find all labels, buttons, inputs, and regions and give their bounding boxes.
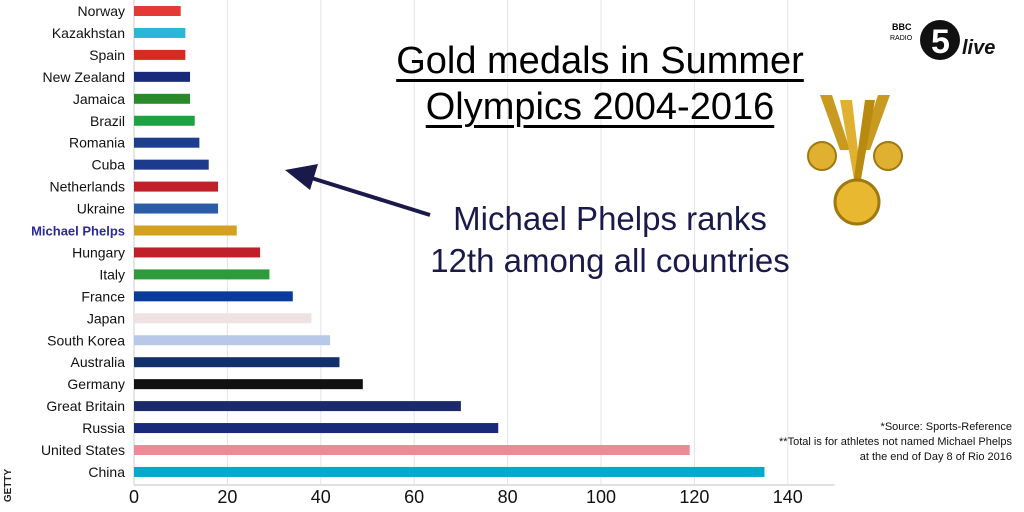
source-note: *Source: Sports-Reference **Total is for… [779,420,1012,465]
category-label: Norway [78,3,125,19]
category-label: Japan [87,310,125,326]
bar-australia [134,357,340,368]
svg-text:live: live [962,37,995,59]
bar-kazakhstan [134,27,186,38]
category-label: Brazil [90,113,125,129]
bar-new-zealand [134,71,191,82]
svg-text:5: 5 [931,23,950,61]
svg-text:RADIO: RADIO [890,35,913,42]
x-tick-label: 40 [311,487,331,507]
bar-romania [134,137,200,148]
bar-ukraine [134,203,219,214]
bar-china [134,466,765,477]
category-label: Australia [71,354,126,370]
bar-great-britain [134,401,461,412]
category-label: Spain [89,47,125,63]
category-label: Hungary [72,244,125,260]
category-label: Italy [99,266,125,282]
title-line-1: Gold medals in Summer [396,40,804,82]
bar-south-korea [134,335,331,346]
category-label: Cuba [92,157,126,173]
svg-text:BBC: BBC [892,22,912,32]
arrow-head-icon [285,164,318,190]
category-label: Michael Phelps [31,224,125,239]
category-label: Kazakhstan [52,25,125,41]
category-label: France [81,288,125,304]
bar-brazil [134,115,195,126]
x-tick-label: 0 [129,487,139,507]
bar-cuba [134,159,209,170]
category-label: New Zealand [43,69,126,85]
x-tick-label: 60 [404,487,424,507]
bar-spain [134,49,186,60]
x-tick-label: 80 [498,487,518,507]
bar-germany [134,379,363,390]
bar-japan [134,313,312,324]
bar-netherlands [134,181,219,192]
photo-credit: GETTY [3,468,15,503]
source-line-1: *Source: Sports-Reference [880,421,1012,433]
category-label: Germany [67,376,125,392]
bbc-radio-5-live-logo: BBC RADIO 5 live [890,20,995,61]
category-label: South Korea [47,332,125,348]
x-tick-label: 140 [773,487,803,507]
category-label: Ukraine [77,201,125,217]
chart-title: Gold medals in Summer Olympics 2004-2016 [350,38,850,130]
annotation-line-1: Michael Phelps ranks [453,200,767,237]
bar-hungary [134,247,261,258]
bar-jamaica [134,93,191,104]
source-line-3: at the end of Day 8 of Rio 2016 [859,451,1012,463]
bar-norway [134,6,181,16]
arrow-line [304,174,431,217]
category-label: Russia [82,420,125,436]
bar-france [134,291,293,302]
gold-medals-icon [807,95,903,226]
bar-italy [134,269,270,280]
x-tick-label: 20 [217,487,237,507]
bar-michael-phelps [134,225,237,236]
x-tick-label: 120 [679,487,709,507]
category-label: Netherlands [50,179,126,195]
annotation-line-2: 12th among all countries [430,242,790,279]
category-label: China [88,464,125,480]
source-line-2: **Total is for athletes not named Michae… [779,436,1012,448]
category-label: Jamaica [73,91,125,107]
x-tick-label: 100 [586,487,616,507]
category-label: Romania [69,135,125,151]
bar-russia [134,423,499,434]
title-line-2: Olympics 2004-2016 [425,86,775,128]
bar-united-states [134,445,690,455]
category-label: United States [41,442,125,458]
annotation: Michael Phelps ranks 12th among all coun… [395,198,825,282]
category-label: Great Britain [46,398,125,414]
